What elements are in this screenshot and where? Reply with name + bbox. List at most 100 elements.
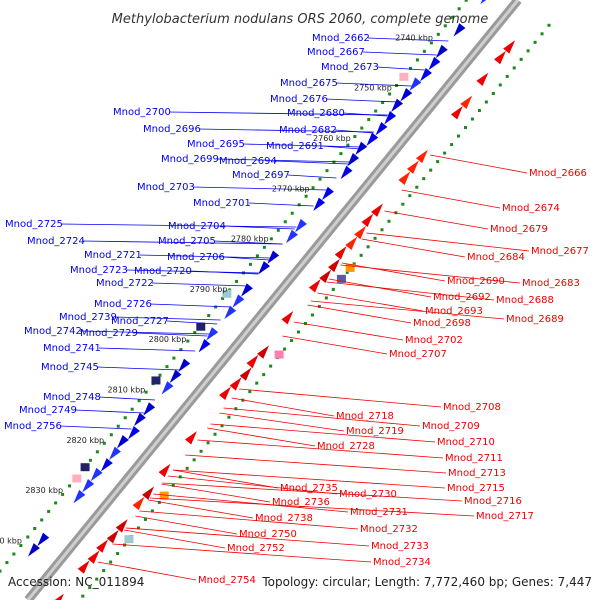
- gene-block: [196, 322, 206, 331]
- reverse-gene-label: Mnod_2709: [422, 421, 480, 432]
- tick-dot: [88, 458, 92, 462]
- tick-dot: [325, 169, 329, 173]
- reverse-leader-line: [210, 423, 436, 443]
- reverse-gene-label: Mnod_2754: [198, 575, 256, 586]
- forward-gene-label: Mnod_2691: [266, 141, 324, 152]
- forward-leader-line: [192, 186, 327, 191]
- tick-dot: [331, 287, 335, 291]
- accession-text: Accession: NC_011894: [8, 575, 144, 589]
- forward-gene-arrow: [82, 478, 95, 493]
- tick-dot: [318, 177, 322, 181]
- kbp-label: 2830 kbp: [25, 486, 63, 495]
- forward-gene-arrow: [128, 425, 140, 440]
- tick-dot: [533, 40, 537, 44]
- tick-dot: [0, 569, 2, 573]
- tick-dot: [262, 373, 266, 377]
- reverse-leader-line: [97, 561, 197, 581]
- forward-gene-arrow: [169, 369, 182, 384]
- tick-dot: [207, 313, 211, 317]
- kbp-label: 2800 kbp: [149, 335, 187, 344]
- forward-gene-arrow: [100, 458, 113, 472]
- tick-dot: [381, 100, 385, 104]
- reverse-gene-label: Mnod_2692: [433, 292, 491, 303]
- tick-dot: [422, 49, 426, 53]
- reverse-gene-arrow: [308, 279, 321, 293]
- reverse-gene-arrow: [328, 258, 340, 273]
- forward-leader-line: [168, 111, 388, 116]
- tick-dot: [450, 15, 454, 19]
- tick-dot: [88, 586, 92, 590]
- tick-dot: [19, 544, 23, 548]
- tick-dot: [415, 58, 419, 62]
- tick-dot: [477, 108, 481, 112]
- tick-dot: [443, 151, 447, 155]
- tick-dot: [255, 381, 259, 385]
- tick-dot: [374, 109, 378, 113]
- tick-dot: [519, 57, 523, 61]
- forward-gene-label: Mnod_2723: [70, 265, 128, 276]
- forward-gene-arrow: [420, 67, 432, 82]
- forward-gene-arrow: [340, 165, 353, 180]
- forward-leader-line: [60, 223, 297, 228]
- tick-dot: [457, 134, 461, 138]
- forward-leader-line: [198, 128, 375, 133]
- reverse-gene-arrow: [96, 539, 109, 553]
- tick-dot: [269, 237, 273, 241]
- gene-labels: Mnod_2662 Mnod_2667 Mnod_2673 Mnod_2675 Mnod…: [4, 33, 589, 586]
- reverse-gene-arrow: [406, 160, 419, 174]
- forward-gene-label: Mnod_2697: [232, 170, 290, 181]
- forward-gene-arrow: [375, 122, 388, 136]
- tick-dot: [102, 569, 106, 573]
- forward-gene-label: Mnod_2662: [312, 33, 370, 44]
- tick-dot: [484, 100, 488, 104]
- tick-dot: [332, 160, 336, 164]
- reverse-leader-line: [341, 262, 446, 282]
- tick-dot: [179, 348, 183, 352]
- forward-leader-line: [74, 409, 145, 414]
- forward-gene-label: Mnod_2727: [111, 316, 169, 327]
- reverse-leader-line: [167, 475, 338, 495]
- reverse-gene-arrow: [257, 345, 270, 359]
- reverse-gene-arrow: [398, 171, 411, 185]
- forward-gene-arrow: [267, 250, 280, 264]
- reverse-gene-arrow: [361, 213, 374, 228]
- forward-gene-label: Mnod_2756: [4, 421, 62, 432]
- tick-dot: [464, 0, 468, 2]
- forward-leader-line: [216, 158, 350, 163]
- reverse-gene-arrow: [319, 269, 332, 284]
- kbp-label: 2820 kbp: [66, 436, 104, 445]
- tick-dot: [171, 483, 175, 487]
- forward-gene-label: Mnod_2742: [24, 326, 82, 337]
- forward-gene-arrow: [161, 381, 174, 395]
- reverse-leader-line: [172, 469, 446, 489]
- reverse-leader-line: [112, 543, 372, 563]
- tick-dot: [408, 66, 412, 70]
- tick-dot: [429, 168, 433, 172]
- forward-gene-arrow: [355, 141, 368, 156]
- reverse-gene-label: Mnod_2688: [496, 295, 554, 306]
- reverse-gene-arrow: [476, 72, 489, 86]
- tick-dot: [339, 152, 343, 156]
- forward-gene-label: Mnod_2701: [193, 198, 251, 209]
- forward-gene-label: Mnod_2739: [59, 312, 117, 323]
- forward-gene-arrow: [400, 88, 413, 102]
- forward-leader-line: [139, 254, 272, 259]
- tick-dot: [491, 91, 495, 95]
- forward-gene-arrow: [347, 153, 360, 167]
- tick-dot: [526, 49, 530, 53]
- tick-dot: [136, 526, 140, 530]
- tick-dot: [193, 331, 197, 335]
- reverse-gene-label: Mnod_2711: [445, 453, 503, 464]
- backbone-highlight: [26, 0, 520, 600]
- forward-gene-label: Mnod_2721: [84, 250, 142, 261]
- tick-dot: [234, 407, 238, 411]
- forward-gene-arrow: [428, 56, 441, 71]
- tick-dot: [255, 254, 259, 258]
- reverse-gene-arrow: [460, 95, 473, 109]
- reverse-gene-label: Mnod_2715: [447, 483, 505, 494]
- tick-dot: [213, 432, 217, 436]
- reverse-gene-label: Mnod_2734: [373, 557, 431, 568]
- tick-dot: [296, 330, 300, 334]
- tick-dot: [158, 373, 162, 377]
- forward-gene-arrow: [28, 543, 40, 557]
